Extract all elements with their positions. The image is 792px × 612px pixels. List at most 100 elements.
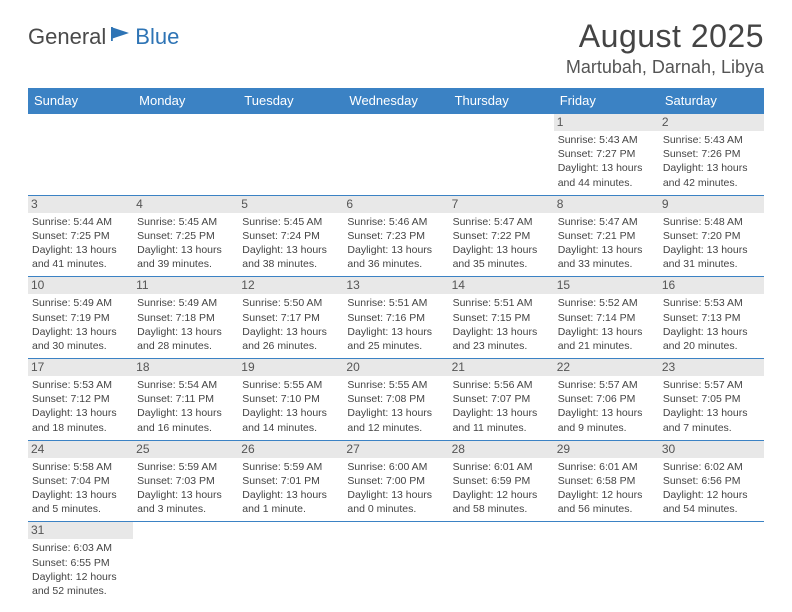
sunset: Sunset: 7:19 PM bbox=[32, 311, 129, 325]
daylight-line2: and 38 minutes. bbox=[242, 257, 339, 271]
sunrise: Sunrise: 5:55 AM bbox=[347, 378, 444, 392]
day-number: 26 bbox=[238, 441, 343, 458]
calendar-cell: 22Sunrise: 5:57 AMSunset: 7:06 PMDayligh… bbox=[554, 359, 659, 441]
daylight-line1: Daylight: 13 hours bbox=[347, 243, 444, 257]
calendar-cell: 1Sunrise: 5:43 AMSunset: 7:27 PMDaylight… bbox=[554, 114, 659, 195]
sunset: Sunset: 7:00 PM bbox=[347, 474, 444, 488]
daylight-line2: and 14 minutes. bbox=[242, 421, 339, 435]
calendar-cell: 4Sunrise: 5:45 AMSunset: 7:25 PMDaylight… bbox=[133, 195, 238, 277]
sunset: Sunset: 7:21 PM bbox=[558, 229, 655, 243]
day-number: 11 bbox=[133, 277, 238, 294]
daylight-line2: and 56 minutes. bbox=[558, 502, 655, 516]
sunset: Sunset: 7:14 PM bbox=[558, 311, 655, 325]
sunrise: Sunrise: 5:53 AM bbox=[663, 296, 760, 310]
sunrise: Sunrise: 5:46 AM bbox=[347, 215, 444, 229]
daylight-line1: Daylight: 13 hours bbox=[558, 406, 655, 420]
sunrise: Sunrise: 5:48 AM bbox=[663, 215, 760, 229]
day-number: 18 bbox=[133, 359, 238, 376]
calendar-cell: 21 Sunrise: 5:56 AMSunset: 7:07 PMDayligh… bbox=[449, 359, 554, 441]
sunset: Sunset: 7:04 PM bbox=[32, 474, 129, 488]
day-info: Sunrise: 6:01 AMSunset: 6:59 PMDaylight:… bbox=[453, 460, 550, 517]
day-number: 1 bbox=[554, 114, 659, 131]
calendar-cell bbox=[238, 522, 343, 603]
calendar-cell bbox=[659, 522, 764, 603]
day-number: 21 bbox=[449, 359, 554, 376]
day-number: 13 bbox=[343, 277, 448, 294]
daylight-line1: Daylight: 13 hours bbox=[558, 325, 655, 339]
calendar-cell: 20Sunrise: 5:55 AMSunset: 7:08 PMDayligh… bbox=[343, 359, 448, 441]
day-info: Sunrise: 5:53 AMSunset: 7:13 PMDaylight:… bbox=[663, 296, 760, 353]
calendar-cell: 15Sunrise: 5:52 AMSunset: 7:14 PMDayligh… bbox=[554, 277, 659, 359]
calendar-cell: 30Sunrise: 6:02 AMSunset: 6:56 PMDayligh… bbox=[659, 440, 764, 522]
calendar-week-row: 10Sunrise: 5:49 AMSunset: 7:19 PMDayligh… bbox=[28, 277, 764, 359]
day-info: Sunrise: 5:43 AMSunset: 7:26 PMDaylight:… bbox=[663, 133, 760, 190]
sunset: Sunset: 6:56 PM bbox=[663, 474, 760, 488]
calendar-cell: 9Sunrise: 5:48 AMSunset: 7:20 PMDaylight… bbox=[659, 195, 764, 277]
day-info: Sunrise: 5:56 AMSunset: 7:07 PMDaylight:… bbox=[453, 378, 550, 435]
calendar-cell bbox=[238, 114, 343, 195]
daylight-line2: and 41 minutes. bbox=[32, 257, 129, 271]
daylight-line1: Daylight: 13 hours bbox=[558, 243, 655, 257]
day-info: Sunrise: 5:45 AMSunset: 7:25 PMDaylight:… bbox=[137, 215, 234, 272]
day-number: 16 bbox=[659, 277, 764, 294]
sunset: Sunset: 7:23 PM bbox=[347, 229, 444, 243]
calendar-cell: 13 Sunrise: 5:51 AMSunset: 7:16 PMDayligh… bbox=[343, 277, 448, 359]
daylight-line1: Daylight: 13 hours bbox=[453, 325, 550, 339]
calendar-cell: 26 Sunrise: 5:59 AMSunset: 7:01 PMDayligh… bbox=[238, 440, 343, 522]
weekday-header: Thursday bbox=[449, 88, 554, 114]
calendar-cell: 25Sunrise: 5:59 AMSunset: 7:03 PMDayligh… bbox=[133, 440, 238, 522]
day-info: Sunrise: 5:52 AMSunset: 7:14 PMDaylight:… bbox=[558, 296, 655, 353]
sunset: Sunset: 7:15 PM bbox=[453, 311, 550, 325]
calendar-cell bbox=[554, 522, 659, 603]
daylight-line1: Daylight: 13 hours bbox=[347, 325, 444, 339]
day-info: Sunrise: 5:51 AMSunset: 7:16 PMDaylight:… bbox=[347, 296, 444, 353]
sunrise: Sunrise: 5:59 AM bbox=[242, 460, 339, 474]
sunrise: Sunrise: 5:45 AM bbox=[242, 215, 339, 229]
sunrise: Sunrise: 5:56 AM bbox=[453, 378, 550, 392]
sunset: Sunset: 7:18 PM bbox=[137, 311, 234, 325]
sunrise: Sunrise: 5:43 AM bbox=[558, 133, 655, 147]
sunset: Sunset: 7:06 PM bbox=[558, 392, 655, 406]
daylight-line2: and 18 minutes. bbox=[32, 421, 129, 435]
weekday-header: Monday bbox=[133, 88, 238, 114]
sunset: Sunset: 7:27 PM bbox=[558, 147, 655, 161]
daylight-line1: Daylight: 13 hours bbox=[242, 243, 339, 257]
calendar-cell: 5Sunrise: 5:45 AMSunset: 7:24 PMDaylight… bbox=[238, 195, 343, 277]
day-info: Sunrise: 5:49 AMSunset: 7:18 PMDaylight:… bbox=[137, 296, 234, 353]
day-number: 9 bbox=[659, 196, 764, 213]
sunrise: Sunrise: 6:00 AM bbox=[347, 460, 444, 474]
logo: General Blue bbox=[28, 24, 179, 50]
sunset: Sunset: 7:22 PM bbox=[453, 229, 550, 243]
calendar-cell: 29Sunrise: 6:01 AMSunset: 6:58 PMDayligh… bbox=[554, 440, 659, 522]
calendar-cell bbox=[133, 522, 238, 603]
day-number: 25 bbox=[133, 441, 238, 458]
calendar-cell: 10Sunrise: 5:49 AMSunset: 7:19 PMDayligh… bbox=[28, 277, 133, 359]
day-info: Sunrise: 5:58 AMSunset: 7:04 PMDaylight:… bbox=[32, 460, 129, 517]
sunrise: Sunrise: 5:45 AM bbox=[137, 215, 234, 229]
daylight-line1: Daylight: 13 hours bbox=[453, 243, 550, 257]
day-info: Sunrise: 5:59 AMSunset: 7:01 PMDaylight:… bbox=[242, 460, 339, 517]
daylight-line1: Daylight: 13 hours bbox=[242, 488, 339, 502]
sunrise: Sunrise: 6:02 AM bbox=[663, 460, 760, 474]
day-info: Sunrise: 5:45 AMSunset: 7:24 PMDaylight:… bbox=[242, 215, 339, 272]
calendar-cell: 8Sunrise: 5:47 AMSunset: 7:21 PMDaylight… bbox=[554, 195, 659, 277]
daylight-line2: and 33 minutes. bbox=[558, 257, 655, 271]
weekday-header: Sunday bbox=[28, 88, 133, 114]
daylight-line1: Daylight: 12 hours bbox=[558, 488, 655, 502]
daylight-line2: and 52 minutes. bbox=[32, 584, 129, 598]
sunrise: Sunrise: 5:58 AM bbox=[32, 460, 129, 474]
calendar-cell: 12Sunrise: 5:50 AMSunset: 7:17 PMDayligh… bbox=[238, 277, 343, 359]
day-info: Sunrise: 6:03 AMSunset: 6:55 PMDaylight:… bbox=[32, 541, 129, 598]
sunset: Sunset: 7:03 PM bbox=[137, 474, 234, 488]
daylight-line1: Daylight: 13 hours bbox=[242, 406, 339, 420]
daylight-line2: and 26 minutes. bbox=[242, 339, 339, 353]
daylight-line1: Daylight: 13 hours bbox=[347, 488, 444, 502]
calendar-week-row: 3Sunrise: 5:44 AMSunset: 7:25 PMDaylight… bbox=[28, 195, 764, 277]
daylight-line1: Daylight: 13 hours bbox=[663, 161, 760, 175]
daylight-line1: Daylight: 13 hours bbox=[32, 325, 129, 339]
logo-text-general: General bbox=[28, 24, 106, 50]
sunset: Sunset: 7:16 PM bbox=[347, 311, 444, 325]
weekday-header-row: Sunday Monday Tuesday Wednesday Thursday… bbox=[28, 88, 764, 114]
calendar-cell bbox=[449, 522, 554, 603]
daylight-line1: Daylight: 13 hours bbox=[242, 325, 339, 339]
